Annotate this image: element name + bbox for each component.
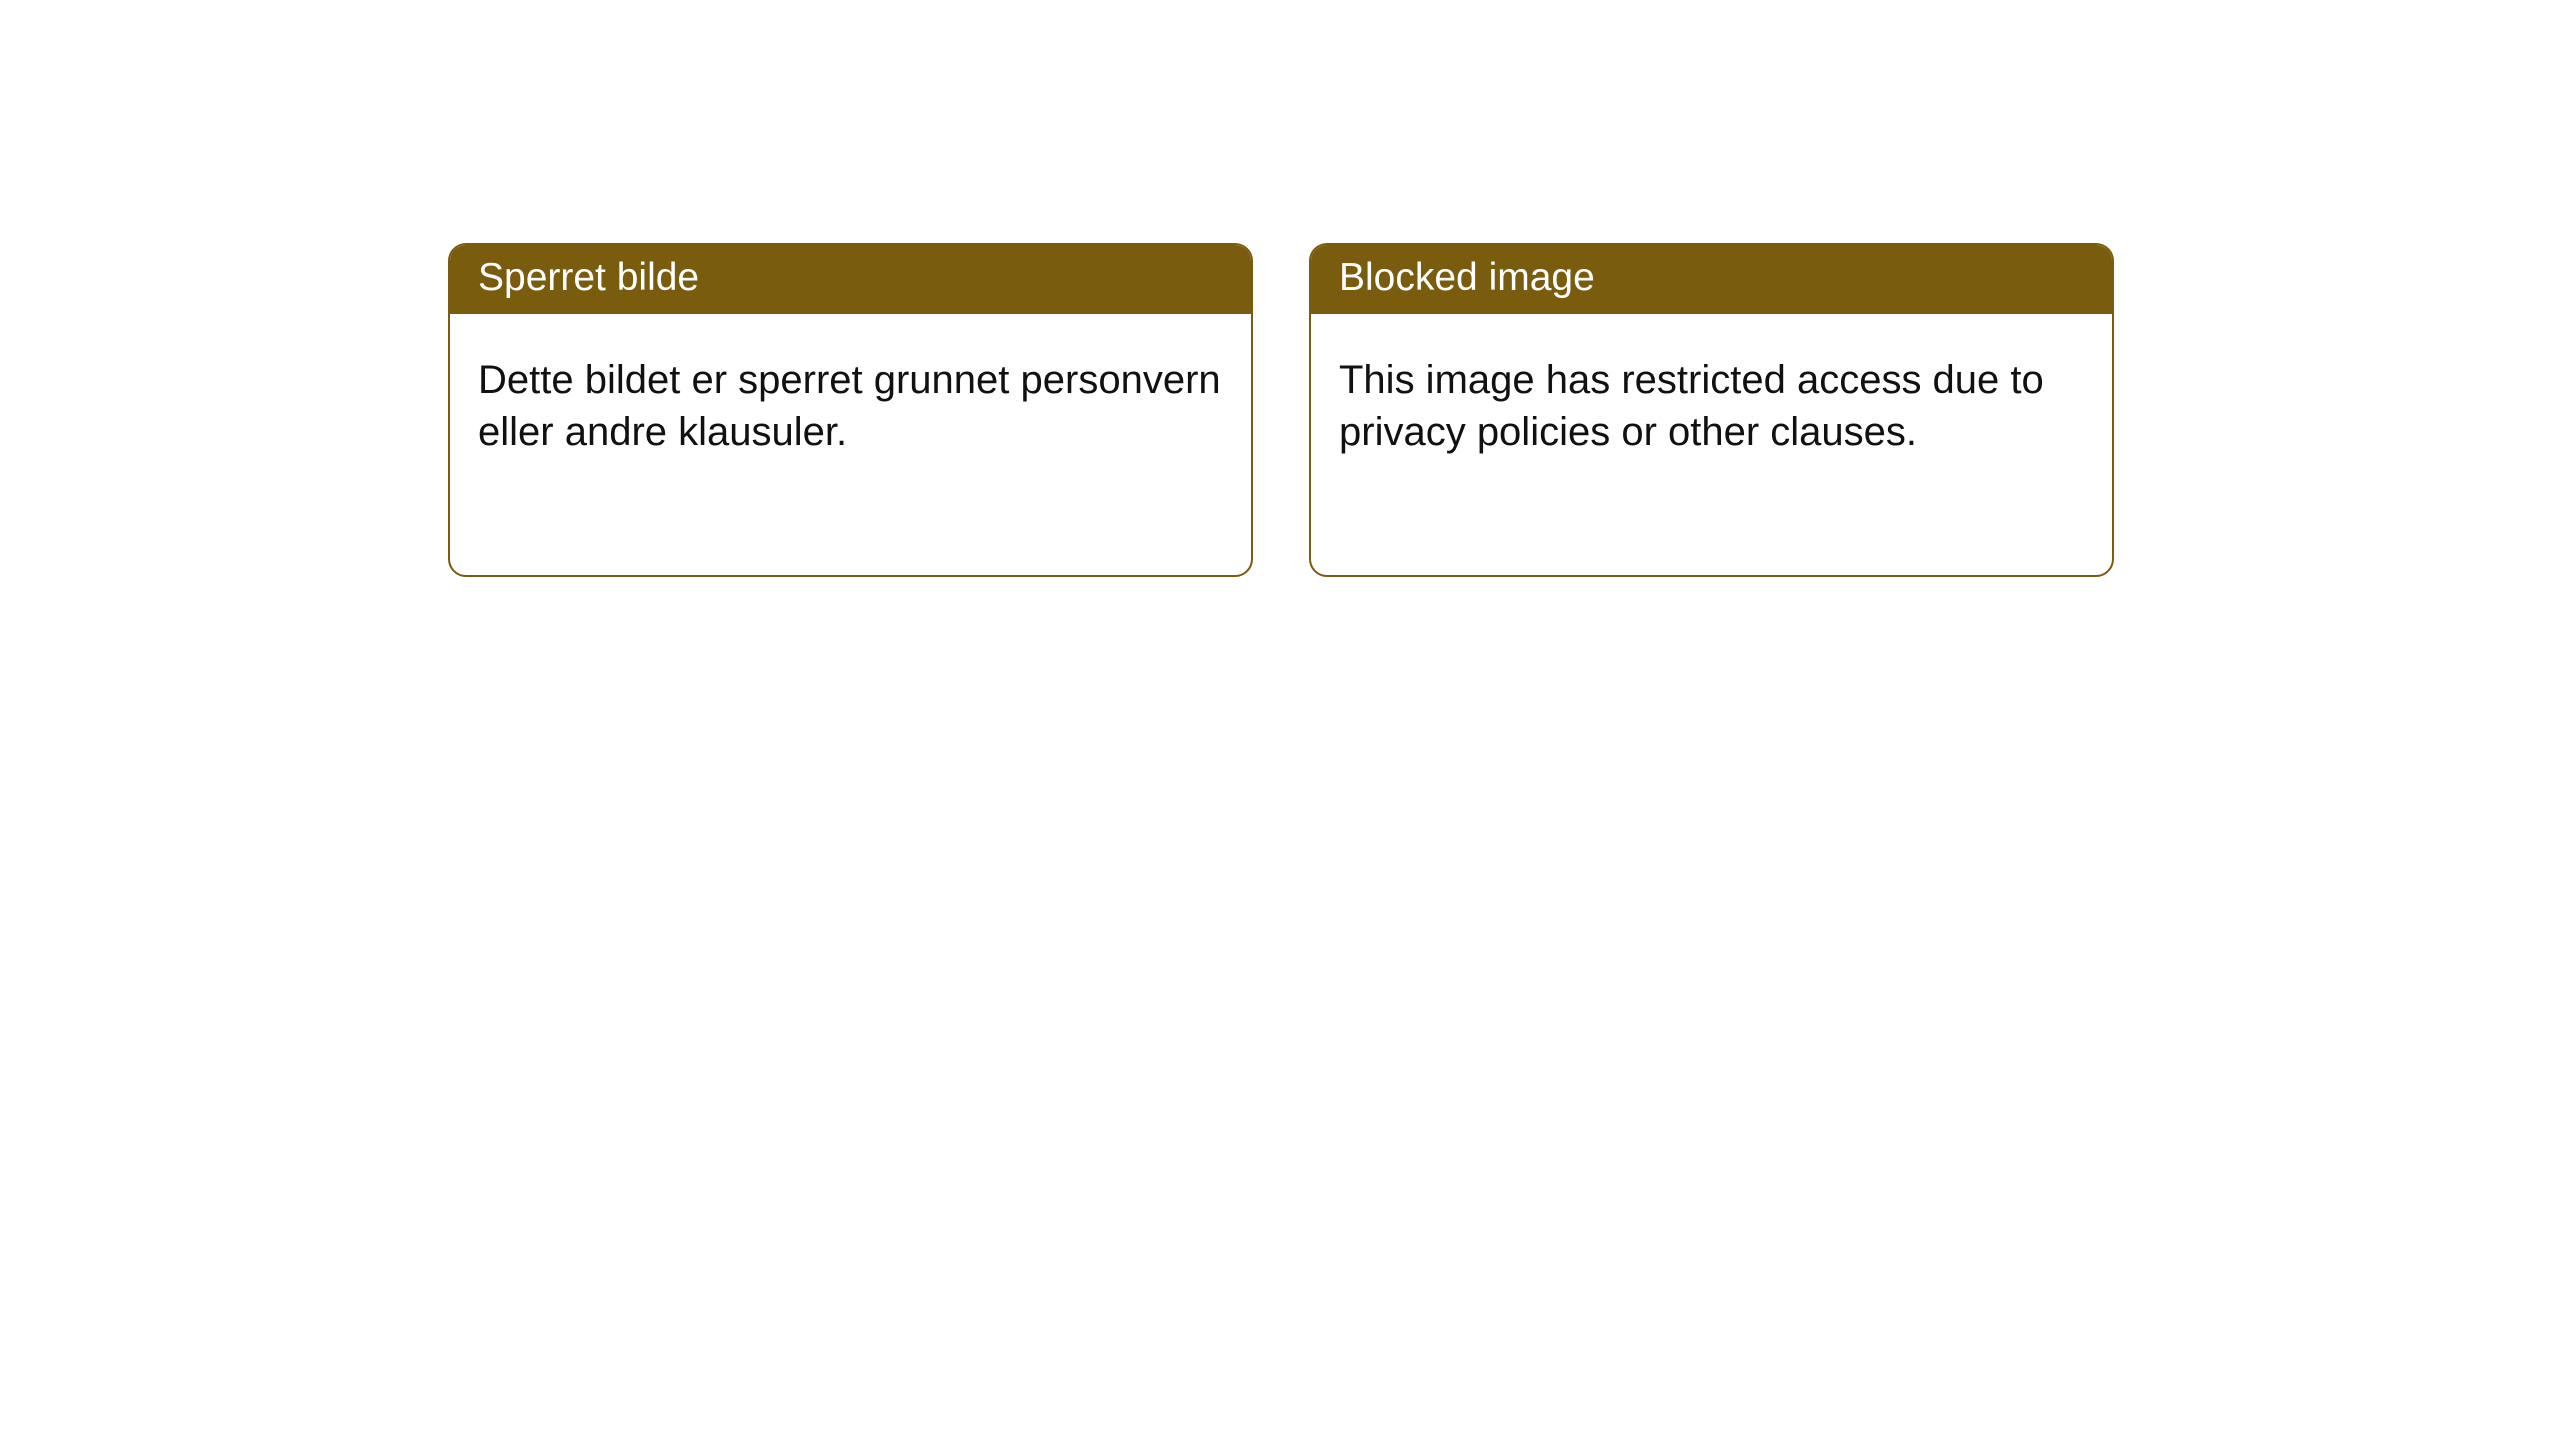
notice-card-title-en: Blocked image	[1311, 245, 2112, 314]
notice-card-title-no: Sperret bilde	[450, 245, 1251, 314]
notice-card-row: Sperret bilde Dette bildet er sperret gr…	[0, 0, 2560, 577]
notice-card-body-en: This image has restricted access due to …	[1311, 314, 2112, 498]
notice-card-no: Sperret bilde Dette bildet er sperret gr…	[448, 243, 1253, 577]
notice-card-en: Blocked image This image has restricted …	[1309, 243, 2114, 577]
notice-card-body-no: Dette bildet er sperret grunnet personve…	[450, 314, 1251, 498]
